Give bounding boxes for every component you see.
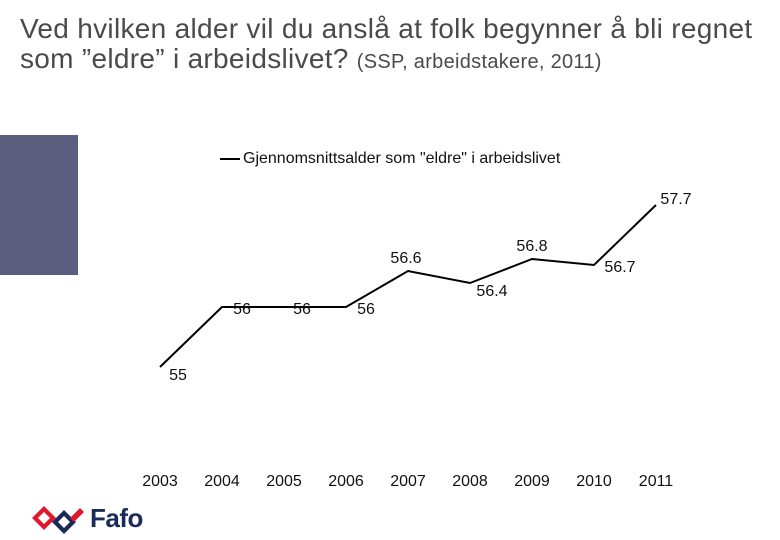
fafo-logo-text: Fafo [90, 502, 143, 533]
x-tick-label: 2011 [639, 473, 674, 490]
chart-title: Ved hvilken alder vil du anslå at folk b… [20, 14, 770, 77]
chart-legend: Gjennomsnittsalder som "eldre" i arbeids… [220, 150, 560, 168]
x-tick-label: 2009 [514, 473, 550, 490]
legend-line-swatch [220, 158, 240, 160]
x-tick-label: 2006 [328, 473, 364, 490]
x-tick-label: 2008 [452, 473, 488, 490]
fafo-logo-icon [32, 506, 84, 534]
series-line [159, 204, 657, 368]
data-label: 56 [233, 301, 251, 318]
x-tick-label: 2005 [266, 473, 302, 490]
title-source: (SSP, arbeidstakere, 2011) [356, 51, 602, 73]
x-tick-label: 2004 [204, 473, 240, 490]
x-tick-label: 2010 [576, 473, 612, 490]
decorative-side-block [0, 135, 78, 275]
title-main: Ved hvilken alder vil du anslå at folk b… [20, 13, 753, 74]
data-label: 56 [293, 301, 311, 318]
data-label: 56 [357, 301, 375, 318]
data-label: 56.4 [476, 283, 507, 300]
data-label: 56.8 [516, 238, 547, 255]
data-label: 56.7 [604, 259, 635, 276]
data-label: 56.6 [390, 250, 421, 267]
fafo-logo: Fafo [30, 498, 143, 538]
data-label: 57.7 [660, 191, 691, 208]
legend-label: Gjennomsnittsalder som "eldre" i arbeids… [243, 150, 561, 167]
x-tick-label: 2007 [390, 473, 426, 490]
data-label: 55 [169, 367, 187, 384]
x-tick-label: 2003 [142, 473, 178, 490]
